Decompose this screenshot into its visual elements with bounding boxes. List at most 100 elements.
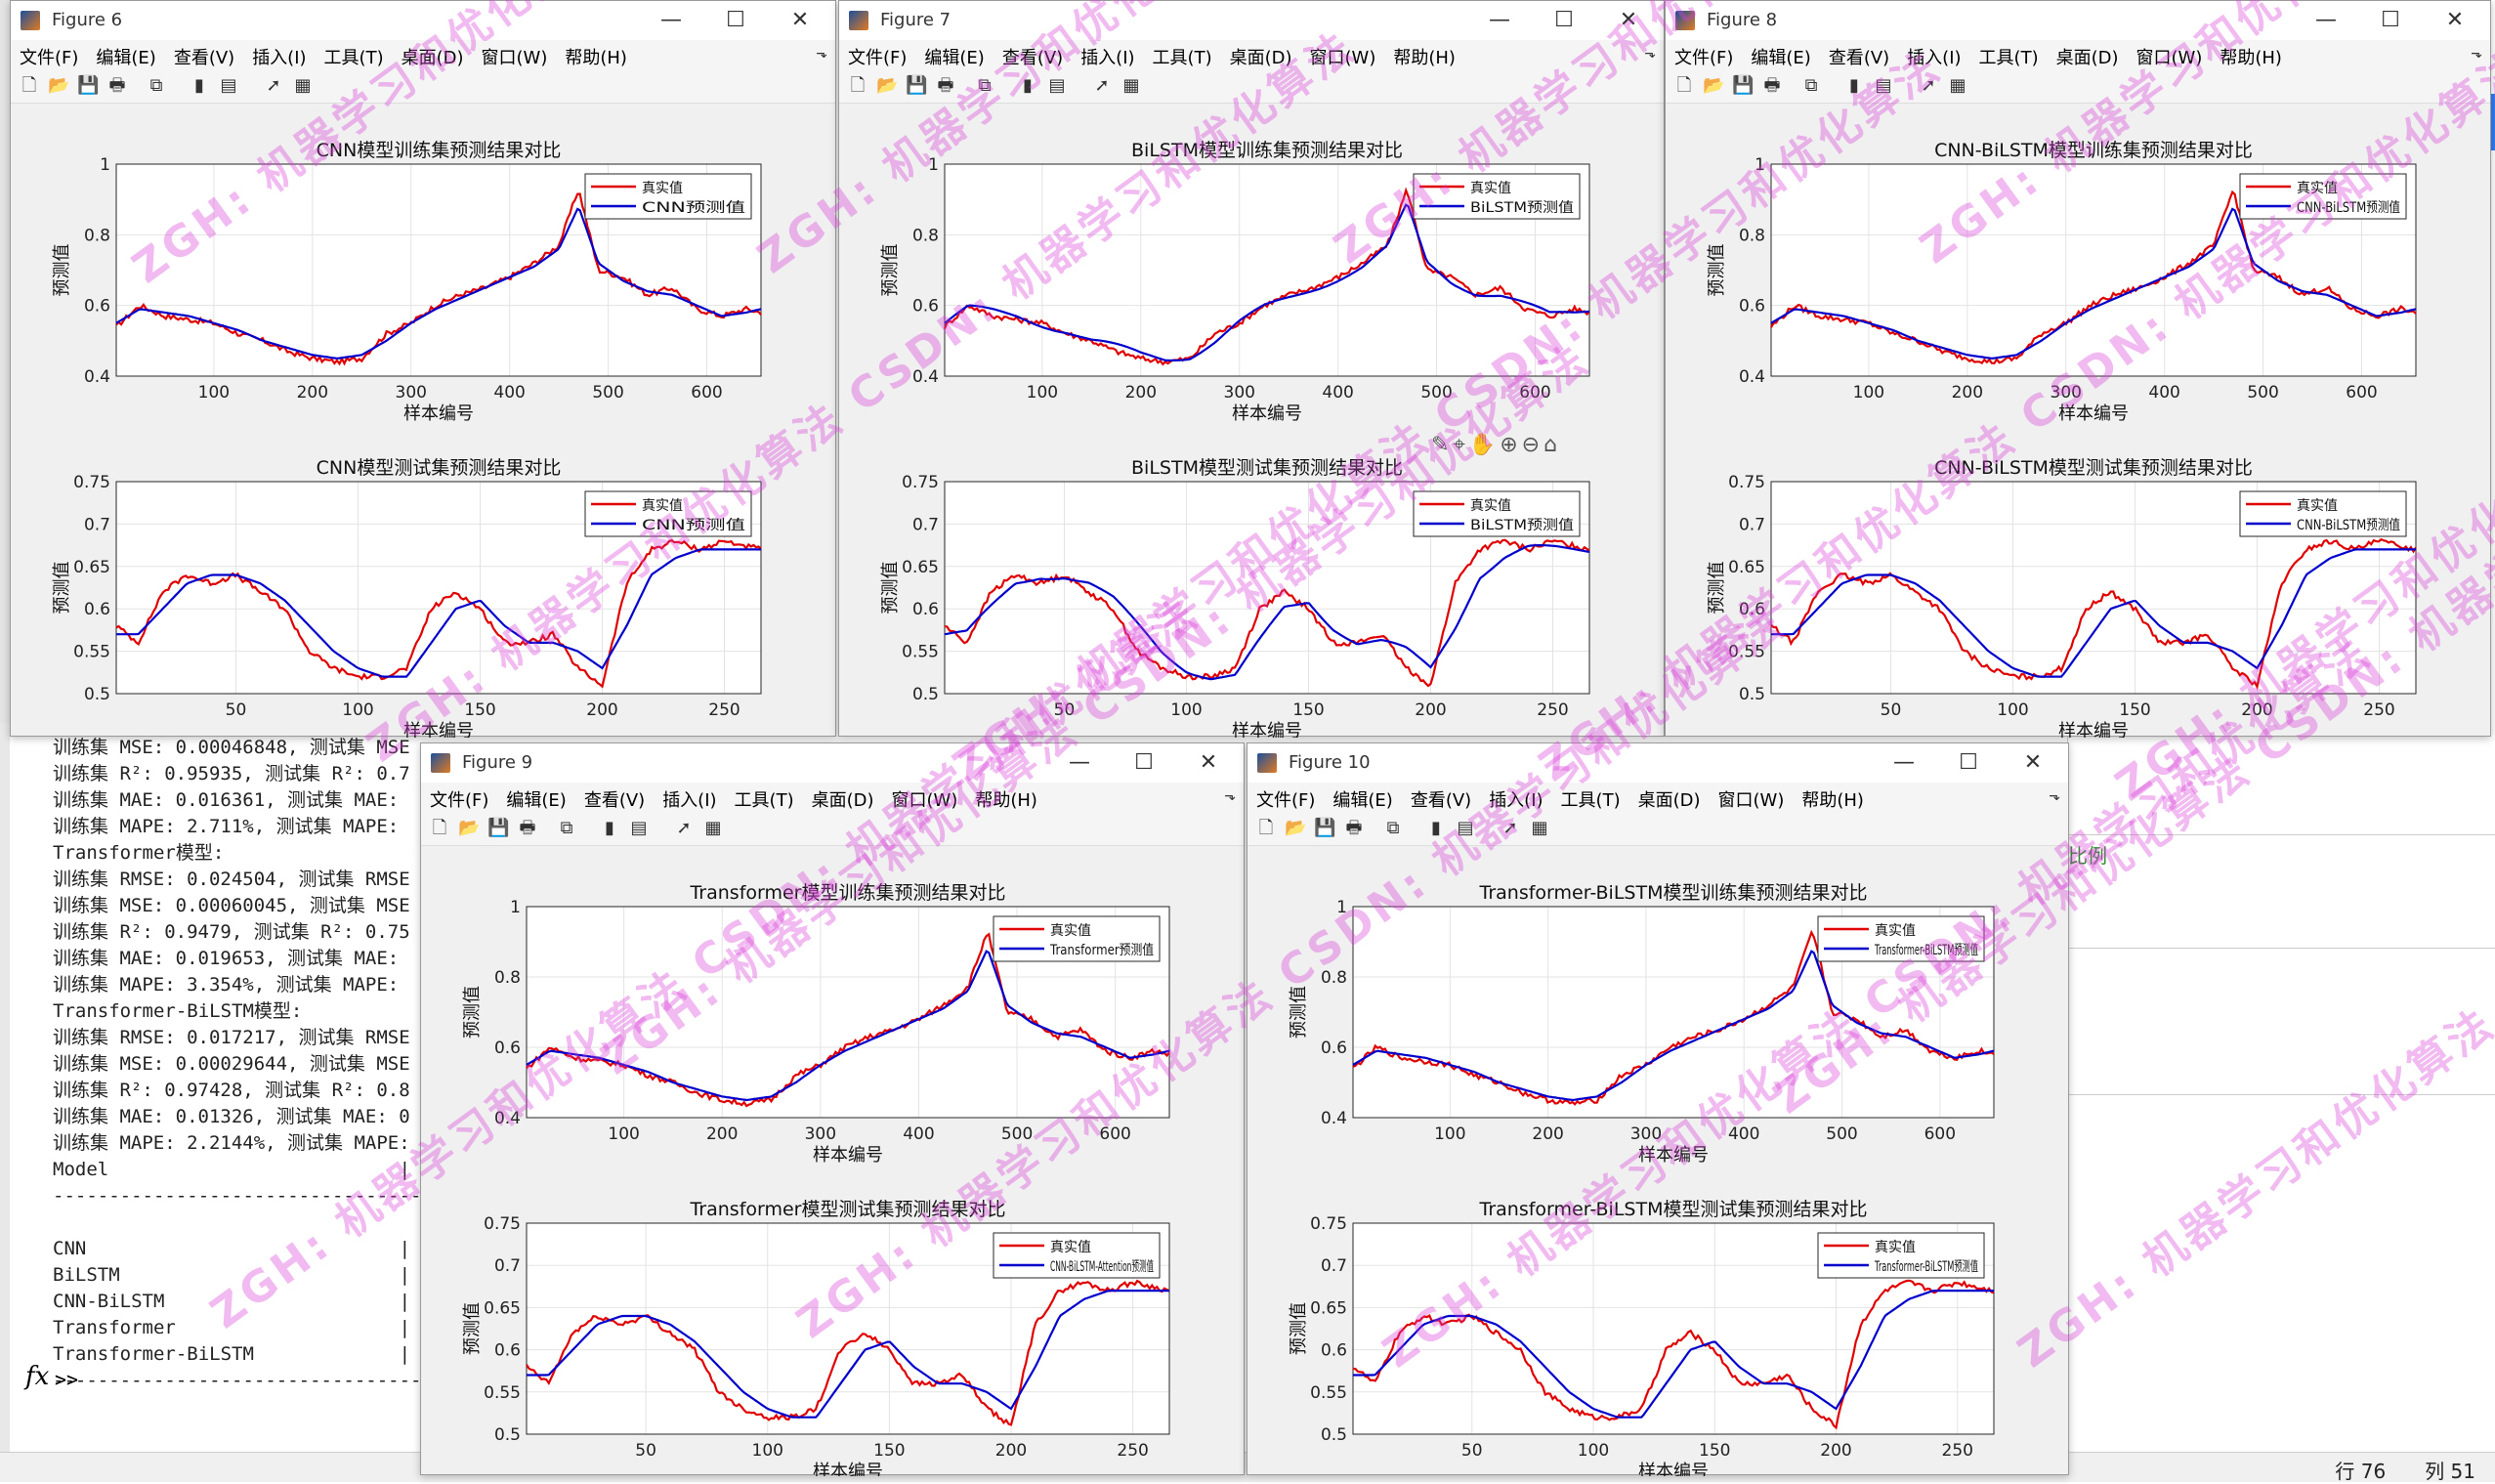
- menu-item[interactable]: 帮助(H): [1801, 790, 1864, 811]
- close-icon[interactable]: ✕: [2445, 8, 2465, 32]
- menu-item[interactable]: 工具(T): [734, 790, 794, 811]
- zoom-out-icon[interactable]: ⊖: [1521, 433, 1544, 457]
- save-icon[interactable]: 💾: [487, 818, 510, 838]
- legend[interactable]: [584, 490, 752, 537]
- menu-item[interactable]: 插入(I): [662, 790, 717, 811]
- minimize-icon[interactable]: —: [1893, 750, 1915, 775]
- maximize-icon[interactable]: ☐: [2381, 8, 2400, 32]
- legend[interactable]: [1413, 490, 1581, 537]
- menu-item[interactable]: 桌面(D): [811, 790, 874, 811]
- save-icon[interactable]: 💾: [77, 75, 100, 96]
- open-file-icon[interactable]: 📂: [1285, 818, 1307, 838]
- save-icon[interactable]: 💾: [1314, 818, 1336, 838]
- property-inspector-icon[interactable]: ▦: [1531, 818, 1548, 838]
- save-icon[interactable]: 💾: [1732, 75, 1755, 96]
- property-inspector-icon[interactable]: ▦: [704, 818, 722, 838]
- menu-item[interactable]: 窗口(W): [1309, 48, 1376, 68]
- command-prompt[interactable]: >>: [55, 1368, 79, 1391]
- figure-canvas[interactable]: 100 200 300 400 500 600 0.4 0.6 0.8 1 CNN模型训练集预测结果…: [11, 104, 835, 738]
- menu-item[interactable]: 工具(T): [323, 48, 384, 68]
- figure-window-8[interactable]: Figure 8 — ☐ ✕ 文件(F) 编辑(E) 查看(V) 插入(I) 工具(T) 桌面(D…: [1665, 0, 2492, 738]
- maximize-icon[interactable]: ☐: [1134, 750, 1154, 775]
- figure-svg[interactable]: 100 200 300 400 500 600 0.4 0.6 0.8 1 Transformer模…: [421, 846, 1246, 1476]
- legend[interactable]: [2239, 173, 2407, 220]
- axes-toolbar[interactable]: ✎⌖✋⊕⊖⌂: [1431, 433, 1561, 457]
- menu-item[interactable]: 帮助(H): [1393, 48, 1456, 68]
- edit-plot-arrow-icon[interactable]: ➚: [676, 818, 692, 838]
- property-inspector-icon[interactable]: ▦: [1122, 75, 1140, 96]
- minimize-icon[interactable]: —: [1069, 750, 1090, 775]
- menu-item[interactable]: 帮助(H): [975, 790, 1037, 811]
- print-icon[interactable]: 🖶: [519, 818, 536, 838]
- close-icon[interactable]: ✕: [2023, 750, 2043, 775]
- dock-arrow-icon[interactable]: ⬎: [2049, 788, 2060, 804]
- minimize-icon[interactable]: —: [660, 8, 682, 32]
- figure-window-10[interactable]: Figure 10 — ☐ ✕ 文件(F) 编辑(E) 查看(V) 插入(I) 工具(T) 桌面(…: [1247, 742, 2070, 1476]
- legend[interactable]: [1413, 173, 1581, 220]
- dock-arrow-icon[interactable]: ⬎: [1224, 788, 1236, 804]
- menu-item[interactable]: 文件(F): [20, 48, 79, 68]
- figure-window-7[interactable]: Figure 7 — ☐ ✕ 文件(F) 编辑(E) 查看(V) 插入(I) 工具(T) 桌面(D…: [838, 0, 1666, 738]
- menu-item[interactable]: 文件(F): [1256, 790, 1316, 811]
- open-file-icon[interactable]: 📂: [1703, 75, 1725, 96]
- figure-canvas[interactable]: 100 200 300 400 500 600 0.4 0.6 0.8 1 BiLSTM模型训练集预…: [839, 104, 1666, 738]
- menu-item[interactable]: 窗口(W): [1717, 790, 1785, 811]
- figure-svg[interactable]: 100 200 300 400 500 600 0.4 0.6 0.8 1 CNN-BiLSTM模型…: [1666, 104, 2492, 738]
- window-titlebar[interactable]: Figure 7 — ☐ ✕: [839, 1, 1664, 40]
- fx-icon[interactable]: fx: [25, 1362, 50, 1391]
- minimize-icon[interactable]: —: [1489, 8, 1510, 32]
- print-icon[interactable]: 🖶: [937, 75, 954, 96]
- menu-item[interactable]: 窗口(W): [2136, 48, 2203, 68]
- menu-item[interactable]: 查看(V): [173, 48, 235, 68]
- figure-window-6[interactable]: Figure 6 — ☐ ✕ 文件(F) 编辑(E) 查看(V) 插入(I) 工具(T) 桌面(D…: [10, 0, 836, 738]
- new-figure-icon[interactable]: 🗋: [432, 818, 447, 838]
- print-icon[interactable]: 🖶: [1763, 75, 1781, 96]
- menu-item[interactable]: 插入(I): [1489, 790, 1544, 811]
- legend[interactable]: [993, 1232, 1161, 1279]
- menu-item[interactable]: 桌面(D): [2055, 48, 2119, 68]
- legend[interactable]: [1817, 915, 1985, 962]
- figure-canvas[interactable]: 100 200 300 400 500 600 0.4 0.6 0.8 1 CNN-BiLSTM模型…: [1666, 104, 2492, 738]
- menu-item[interactable]: 文件(F): [1674, 48, 1734, 68]
- figure-canvas[interactable]: 100 200 300 400 500 600 0.4 0.6 0.8 1 Transformer模…: [421, 846, 1246, 1476]
- edit-plot-arrow-icon[interactable]: ➚: [1094, 75, 1110, 96]
- insert-legend-icon[interactable]: ▤: [1875, 75, 1892, 96]
- link-plot-icon[interactable]: ⧉: [1386, 818, 1400, 838]
- insert-colorbar-icon[interactable]: ▮: [1849, 75, 1859, 96]
- menu-item[interactable]: 查看(V): [1828, 48, 1890, 68]
- maximize-icon[interactable]: ☐: [1554, 8, 1574, 32]
- edit-plot-arrow-icon[interactable]: ➚: [1921, 75, 1936, 96]
- data-tips-icon[interactable]: ⌖: [1453, 433, 1469, 457]
- menu-item[interactable]: 插入(I): [1907, 48, 1962, 68]
- insert-colorbar-icon[interactable]: ▮: [1023, 75, 1033, 96]
- menu-item[interactable]: 帮助(H): [2220, 48, 2282, 68]
- figure-svg[interactable]: 100 200 300 400 500 600 0.4 0.6 0.8 1 Transformer-…: [1248, 846, 2070, 1476]
- edit-plot-arrow-icon[interactable]: ➚: [1502, 818, 1518, 838]
- maximize-icon[interactable]: ☐: [1959, 750, 1978, 775]
- menu-item[interactable]: 工具(T): [1152, 48, 1212, 68]
- menu-item[interactable]: 工具(T): [1978, 48, 2039, 68]
- legend[interactable]: [993, 915, 1161, 962]
- menu-item[interactable]: 桌面(D): [401, 48, 464, 68]
- figure-canvas[interactable]: 100 200 300 400 500 600 0.4 0.6 0.8 1 Transformer-…: [1248, 846, 2070, 1476]
- insert-legend-icon[interactable]: ▤: [1048, 75, 1066, 96]
- menu-item[interactable]: 窗口(W): [481, 48, 548, 68]
- save-icon[interactable]: 💾: [906, 75, 928, 96]
- insert-colorbar-icon[interactable]: ▮: [605, 818, 614, 838]
- new-figure-icon[interactable]: 🗋: [1258, 818, 1274, 838]
- menu-item[interactable]: 工具(T): [1560, 790, 1621, 811]
- link-plot-icon[interactable]: ⧉: [149, 75, 163, 96]
- menu-item[interactable]: 帮助(H): [565, 48, 627, 68]
- insert-colorbar-icon[interactable]: ▮: [194, 75, 204, 96]
- dock-arrow-icon[interactable]: ⬎: [2471, 46, 2482, 62]
- property-inspector-icon[interactable]: ▦: [294, 75, 312, 96]
- open-file-icon[interactable]: 📂: [48, 75, 70, 96]
- window-titlebar[interactable]: Figure 9 — ☐ ✕: [421, 743, 1244, 783]
- window-titlebar[interactable]: Figure 6 — ☐ ✕: [11, 1, 835, 40]
- brush-icon[interactable]: ✎: [1431, 433, 1454, 457]
- menu-item[interactable]: 编辑(E): [506, 790, 567, 811]
- menu-item[interactable]: 插入(I): [252, 48, 307, 68]
- figure-svg[interactable]: 100 200 300 400 500 600 0.4 0.6 0.8 1 BiLSTM模型训练集预…: [839, 104, 1666, 738]
- menu-item[interactable]: 文件(F): [848, 48, 908, 68]
- zoom-in-icon[interactable]: ⊕: [1500, 433, 1522, 457]
